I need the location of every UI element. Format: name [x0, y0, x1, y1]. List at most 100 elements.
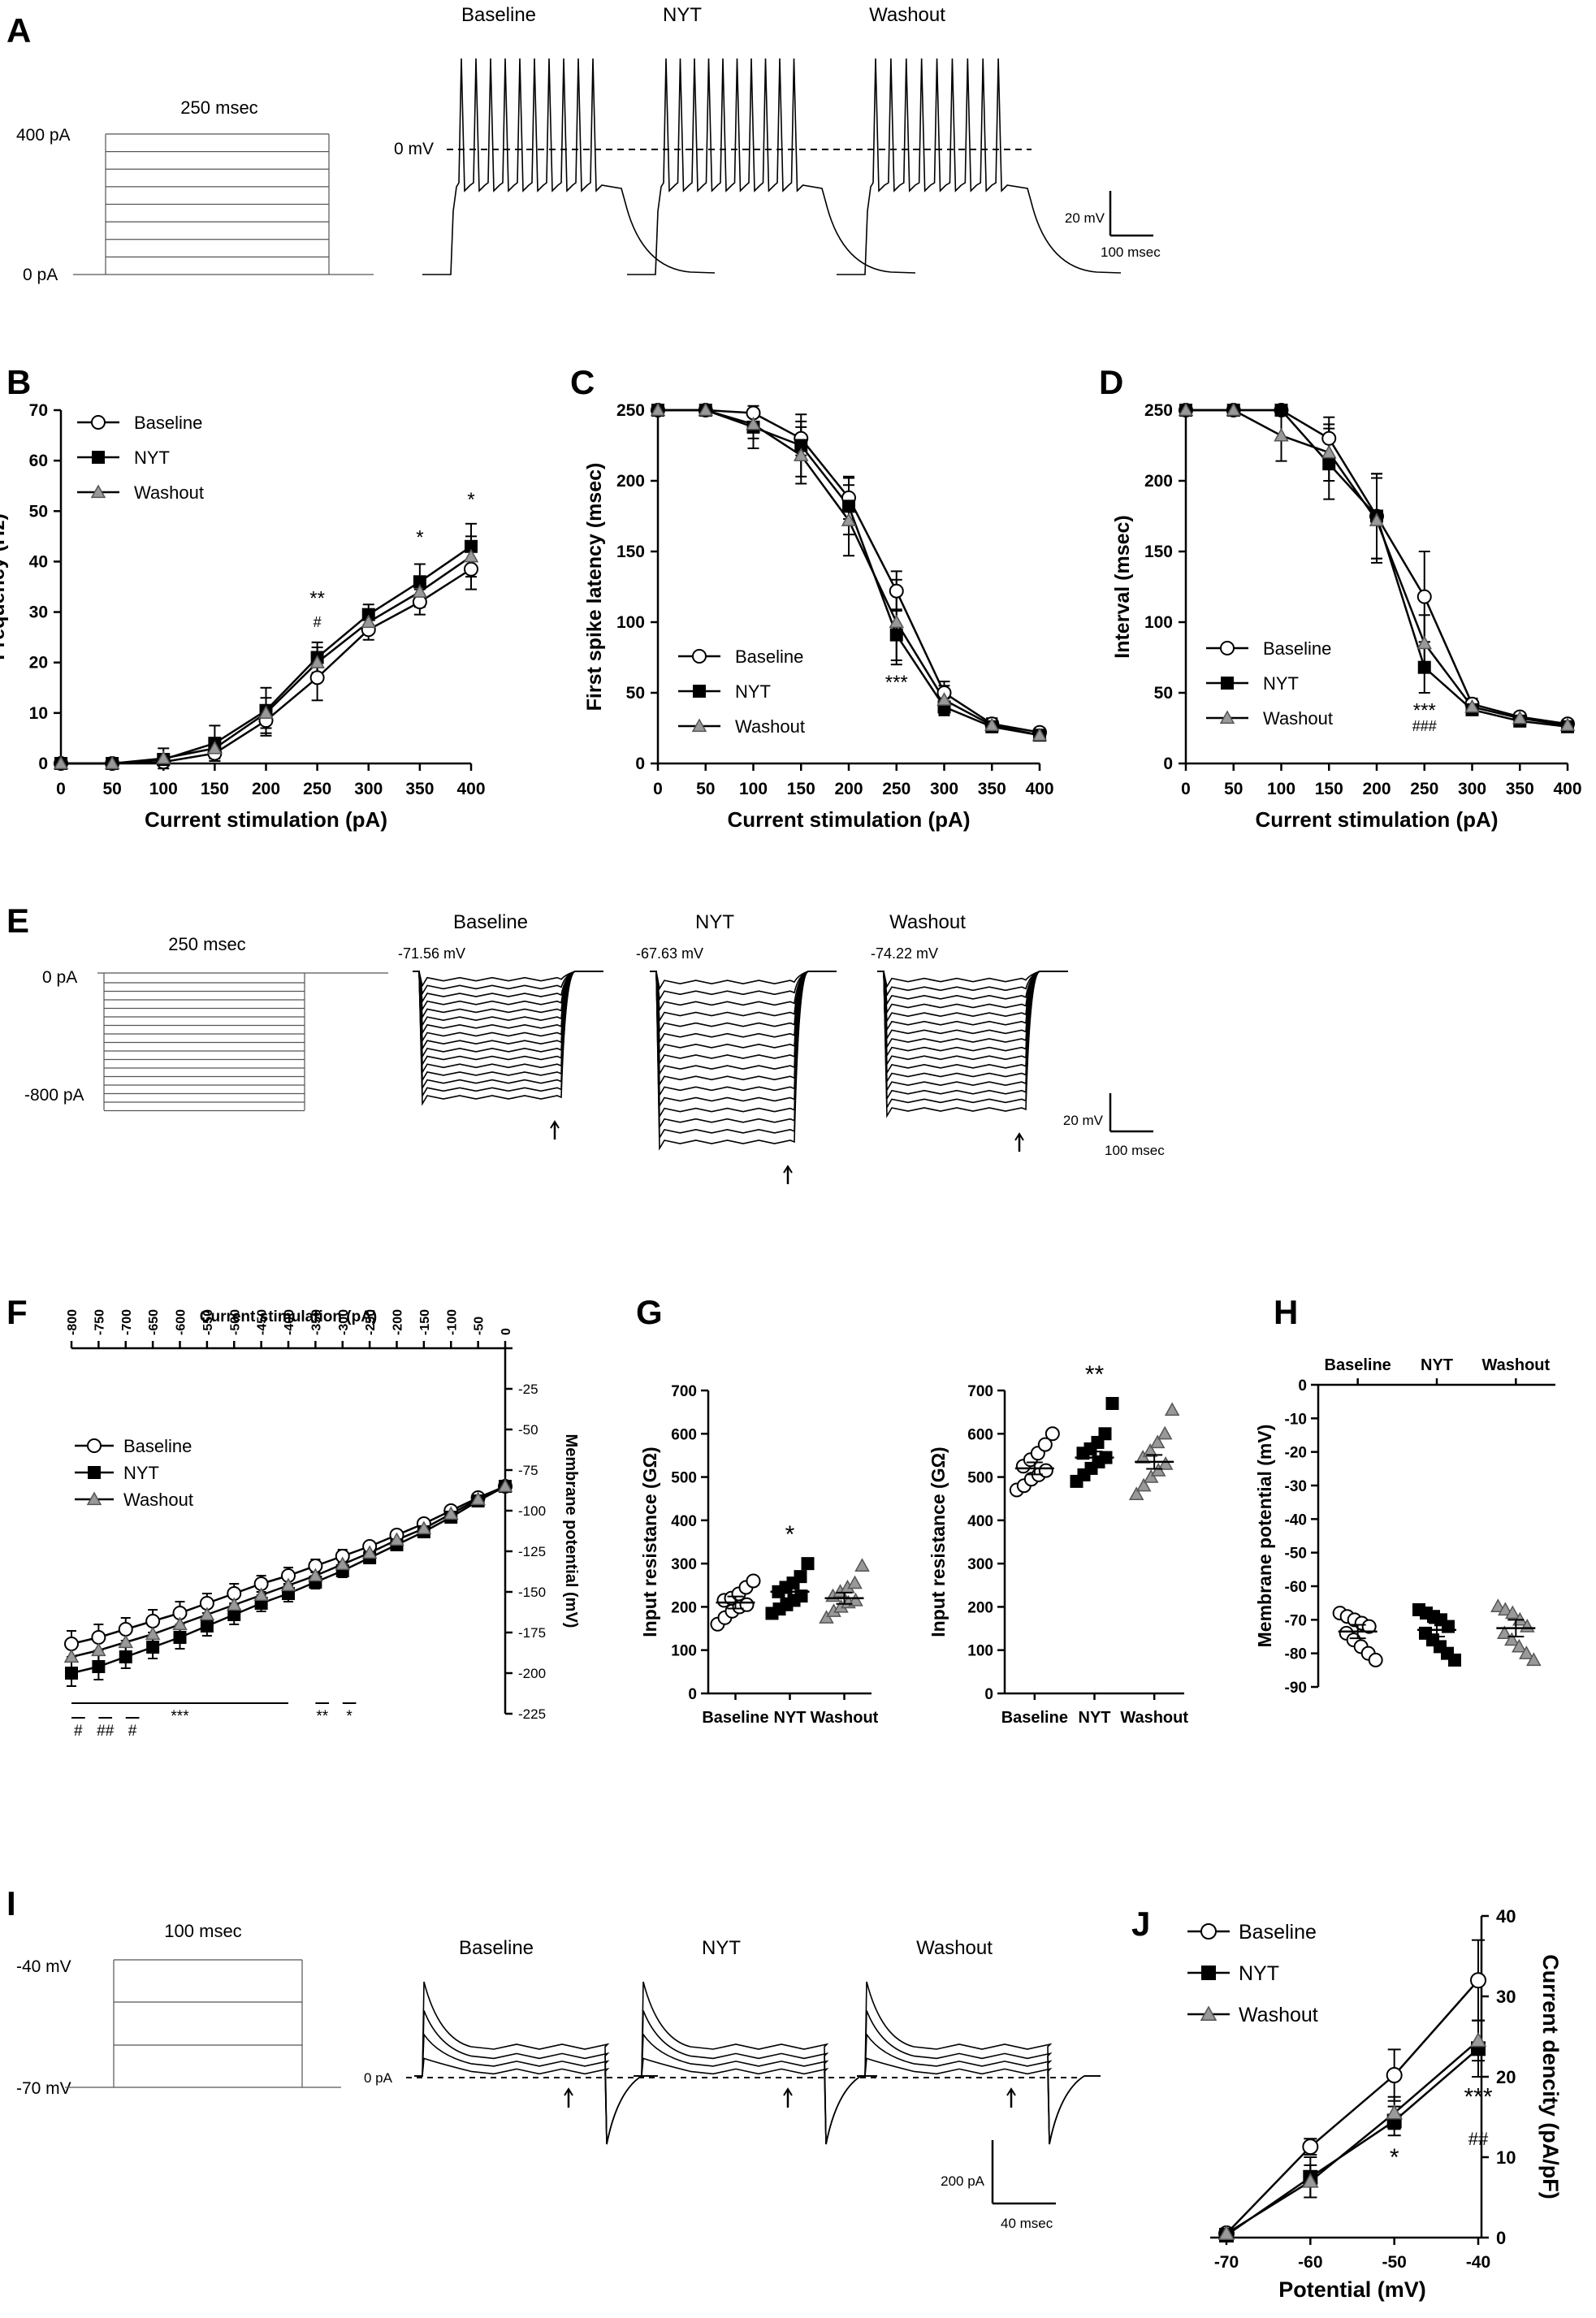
x-tick-label: 50: [102, 780, 121, 798]
category-label: Washout: [811, 1709, 879, 1727]
hyperpolarization-trace: [877, 971, 1068, 1006]
x-tick-label: -40: [1466, 2253, 1490, 2272]
x-tick-label: 150: [787, 780, 815, 798]
significance-label: #: [74, 1723, 83, 1740]
y-tick-label: -100: [518, 1503, 546, 1519]
current-trace: [857, 1981, 1101, 2145]
panel-letter-g1: G: [636, 1293, 663, 1331]
marker-baseline: [1220, 641, 1235, 655]
current-trace: [857, 2057, 1101, 2145]
series-line-washout: [1186, 409, 1568, 727]
legend-label-baseline: Baseline: [134, 413, 202, 433]
marker-nyt: [1417, 660, 1431, 674]
legend-label-nyt: NYT: [1239, 1962, 1279, 1985]
series-line-nyt: [1186, 409, 1568, 729]
marker-washout: [361, 1545, 378, 1559]
x-tick-label: -50: [473, 1317, 487, 1335]
marker-baseline: [64, 1637, 79, 1651]
significance-annotation: *: [785, 1521, 795, 1548]
hyperpolarization-trace: [413, 971, 603, 988]
y-tick-label: 150: [616, 543, 645, 561]
y-tick-label: -10: [1285, 1411, 1307, 1428]
marker-washout: [1226, 402, 1242, 417]
marker-baseline: [1361, 1619, 1377, 1634]
marker-nyt: [200, 1620, 214, 1633]
y-axis-title: Input resistance (GΩ): [639, 1447, 660, 1637]
y-tick-label: 100: [1144, 613, 1173, 632]
y-tick-label: 20: [1496, 2067, 1516, 2087]
condition-label-nyt: NYT: [663, 4, 702, 26]
marker-washout: [1218, 2225, 1235, 2240]
marker-washout: [90, 484, 106, 499]
marker-nyt: [65, 1667, 78, 1680]
hyperpolarization-trace: [413, 971, 603, 1099]
y-tick-label: 200: [671, 1599, 697, 1616]
y-tick-label: 100: [967, 1643, 993, 1660]
marker-washout: [155, 750, 171, 764]
marker-washout: [847, 1575, 863, 1589]
category-label: NYT: [1421, 1356, 1453, 1374]
y-tick-label: -200: [518, 1666, 546, 1681]
stim-top-label-e: 0 pA: [42, 968, 77, 987]
chart-c: 0 50 100 150 200 250 300 350 400 0 50 100 150 200 250 C…: [570, 363, 1054, 832]
marker-washout: [936, 692, 952, 706]
resting-label-washout: -74.22 mV: [871, 945, 938, 962]
marker-nyt: [146, 1641, 160, 1654]
x-tick-label: -450: [256, 1309, 270, 1335]
legend-label-nyt: NYT: [134, 448, 170, 468]
marker-washout: [1302, 2173, 1319, 2188]
y-tick-label: 0: [1163, 755, 1173, 773]
y-tick-label: 0: [635, 755, 645, 773]
marker-washout: [698, 402, 714, 417]
marker-washout: [416, 1520, 432, 1535]
marker-nyt: [1221, 677, 1234, 690]
significance-annotation: *: [467, 489, 474, 511]
marker-washout: [1369, 512, 1385, 526]
legend-label-nyt: NYT: [1263, 673, 1299, 694]
x-tick-label: 250: [303, 780, 331, 798]
significance-annotation: ###: [1412, 718, 1437, 734]
hyperpolarization-trace: [413, 971, 603, 1012]
hyperpolarization-trace: [650, 971, 837, 1109]
y-tick-label: 500: [967, 1470, 993, 1487]
marker-washout: [335, 1556, 351, 1571]
series-line-washout: [658, 409, 1040, 737]
current-step-protocol: [73, 133, 374, 275]
marker-baseline: [1386, 2067, 1403, 2084]
marker-washout: [1504, 1632, 1520, 1646]
y-axis-title: First spike latency (msec): [583, 463, 606, 711]
marker-baseline: [309, 670, 325, 685]
marker-washout: [1149, 1434, 1166, 1449]
condition-label-nyt-i: NYT: [702, 1937, 741, 1959]
marker-baseline: [91, 1630, 106, 1645]
marker-nyt: [413, 575, 426, 589]
marker-washout: [253, 1587, 269, 1602]
y-tick-label: -175: [518, 1625, 546, 1641]
series-line-nyt: [658, 409, 1040, 737]
chart-g2: 0 100 200 300 400 500 600 700 Baseline NYT Washout…: [928, 1361, 1188, 1727]
marker-washout: [1128, 1486, 1144, 1501]
significance-label: *: [346, 1708, 353, 1725]
hyperpolarization-trace: [650, 971, 837, 1044]
significance-label: ***: [171, 1708, 189, 1725]
y-tick-label: 600: [671, 1426, 697, 1443]
y-tick-label: 40: [1496, 1906, 1516, 1927]
marker-washout: [793, 448, 809, 461]
hyperpolarization-trace: [877, 971, 1068, 1015]
y-tick-label: 0: [984, 1686, 993, 1703]
hyperpolarization-trace: [877, 971, 1068, 1084]
significance-label: **: [316, 1708, 328, 1725]
x-tick-label: -300: [337, 1309, 351, 1335]
scale-t-label: 100 msec: [1101, 244, 1161, 260]
marker-baseline: [1417, 589, 1432, 604]
stim-top-label: 400 pA: [16, 126, 71, 145]
marker-washout: [1150, 1463, 1166, 1477]
y-tick-label: -80: [1285, 1646, 1307, 1663]
hyperpolarization-trace: [877, 971, 1068, 1032]
legend-label-washout: Washout: [123, 1490, 193, 1510]
marker-nyt: [889, 628, 903, 642]
x-tick-label: 50: [1224, 780, 1243, 798]
y-tick-label: 400: [671, 1513, 697, 1530]
marker-baseline: [1045, 1426, 1060, 1442]
marker-washout: [53, 755, 69, 770]
